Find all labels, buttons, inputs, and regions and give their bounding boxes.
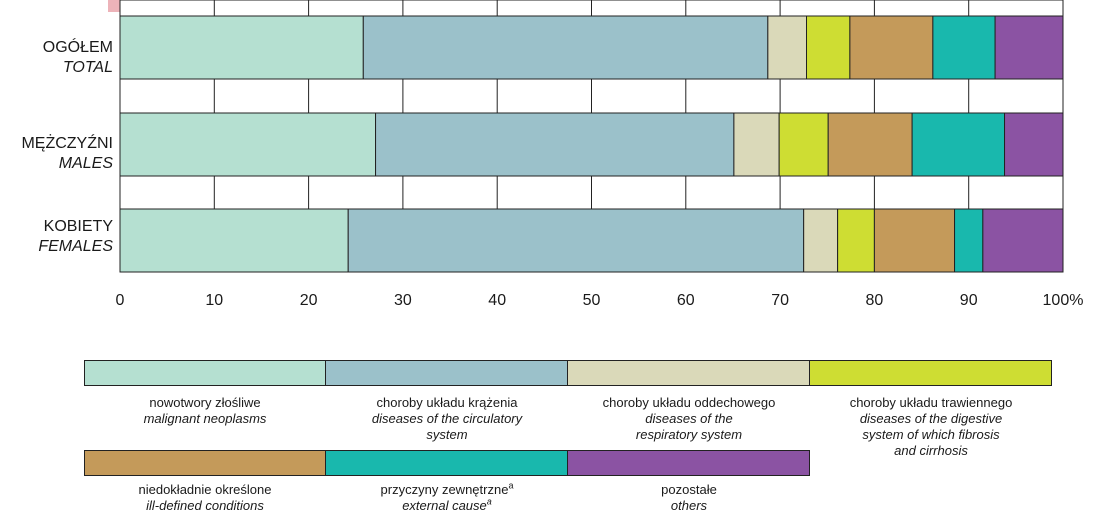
bar-segment xyxy=(849,15,934,80)
legend-caption-external: przyczyny zewnętrznea external causea xyxy=(326,480,568,514)
x-tick-label: 70 xyxy=(771,292,789,309)
legend-caption-pl: niedokładnie określone xyxy=(138,482,272,497)
legend-row-1 xyxy=(84,360,1052,386)
category-label-females: KOBIETY FEMALES xyxy=(38,217,113,257)
bar-segment xyxy=(932,15,996,80)
legend-caption-pl: nowotwory złośliwe xyxy=(149,395,261,410)
legend-caption-en: ill-defined conditions xyxy=(146,498,264,513)
legend-swatch-malignant xyxy=(84,360,326,386)
legend-caption-respiratory: choroby układu oddechowego diseases of t… xyxy=(568,395,810,443)
x-tick-label: 60 xyxy=(677,292,695,309)
x-tick-label: 0 xyxy=(116,292,125,309)
category-label-pl: KOBIETY xyxy=(43,218,113,235)
stacked-bar-chart: 0 10 20 30 40 50 60 70 80 90 100% xyxy=(116,0,1084,309)
x-tick-label: 40 xyxy=(488,292,506,309)
legend-caption-pl: choroby układu krążenia xyxy=(376,395,518,410)
legend-swatch-others xyxy=(568,450,810,476)
x-tick-label: 30 xyxy=(394,292,412,309)
x-tick-label: 50 xyxy=(583,292,601,309)
legend-caption-en-text: external cause xyxy=(402,498,487,513)
bar-segment xyxy=(803,208,839,273)
footnote-marker: a xyxy=(486,496,492,507)
x-tick-label: 20 xyxy=(300,292,318,309)
bar-segment xyxy=(1004,112,1064,177)
category-label-pl: OGÓŁEM xyxy=(42,39,113,56)
bar-segment xyxy=(119,112,377,177)
legend-row-2 xyxy=(84,450,810,476)
category-label-males: MĘŻCZYŹNI MALES xyxy=(21,134,113,174)
legend-swatch-ill-defined xyxy=(84,450,326,476)
legend-caption-pl: choroby układu oddechowego xyxy=(602,395,776,410)
bar-segment xyxy=(347,208,805,273)
legend-caption-en: system of which fibrosis xyxy=(862,427,1000,442)
x-tick-label: 90 xyxy=(960,292,978,309)
bar-segment xyxy=(778,112,829,177)
legend-caption-digestive: choroby układu trawiennego diseases of t… xyxy=(810,395,1052,459)
bar-segment xyxy=(733,112,780,177)
legend-caption-pl: choroby układu trawiennego xyxy=(849,395,1013,410)
x-tick-label: 10 xyxy=(205,292,223,309)
legend-swatch-external xyxy=(326,450,568,476)
legend-caption-en: diseases of the digestive xyxy=(859,411,1003,426)
bar-segment xyxy=(994,15,1064,80)
category-label-pl: MĘŻCZYŹNI xyxy=(21,135,113,152)
bar-segment xyxy=(911,112,1006,177)
bar-segment xyxy=(767,15,808,80)
bar-segment xyxy=(837,208,875,273)
bar-segment xyxy=(119,15,364,80)
legend-caption-pl: przyczyny zewnętrznea xyxy=(326,480,568,498)
legend-caption-pl: pozostałe xyxy=(661,482,717,497)
legend-caption-en: and cirrhosis xyxy=(894,443,968,458)
footnote-marker: a xyxy=(508,480,514,491)
bar-segment xyxy=(119,208,349,273)
bar-segment xyxy=(873,208,956,273)
legend-swatch-respiratory xyxy=(568,360,810,386)
bar-segment xyxy=(375,112,735,177)
bar-segment xyxy=(806,15,851,80)
category-label-en: FEMALES xyxy=(38,238,113,255)
legend-caption-en: system xyxy=(426,427,468,442)
x-tick-label: 100% xyxy=(1043,292,1084,309)
category-label-en: TOTAL xyxy=(62,59,113,76)
x-tick-label: 80 xyxy=(866,292,884,309)
legend-swatch-digestive xyxy=(810,360,1052,386)
category-label-en: MALES xyxy=(58,155,113,172)
legend-caption-pl-text: przyczyny zewnętrzne xyxy=(380,482,509,497)
legend-caption-en: diseases of the circulatory xyxy=(371,411,523,426)
legend-caption-ill-defined: niedokładnie określone ill-defined condi… xyxy=(84,482,326,514)
legend-swatch-circulatory xyxy=(326,360,568,386)
legend-caption-en: respiratory system xyxy=(635,427,743,442)
category-label-total: OGÓŁEM TOTAL xyxy=(43,38,113,78)
legend-caption-en: external causea xyxy=(326,496,568,514)
bar-segment xyxy=(982,208,1064,273)
legend-caption-others: pozostałe others xyxy=(568,482,810,514)
legend-caption-circulatory: choroby układu krążenia diseases of the … xyxy=(326,395,568,443)
legend-caption-en: malignant neoplasms xyxy=(143,411,267,426)
bar-segment xyxy=(827,112,913,177)
legend-caption-malignant: nowotwory złośliwe malignant neoplasms xyxy=(84,395,326,427)
bar-segment xyxy=(362,15,769,80)
legend-caption-en: others xyxy=(670,498,708,513)
legend-caption-en: diseases of the xyxy=(645,411,733,426)
bar-segment xyxy=(954,208,984,273)
